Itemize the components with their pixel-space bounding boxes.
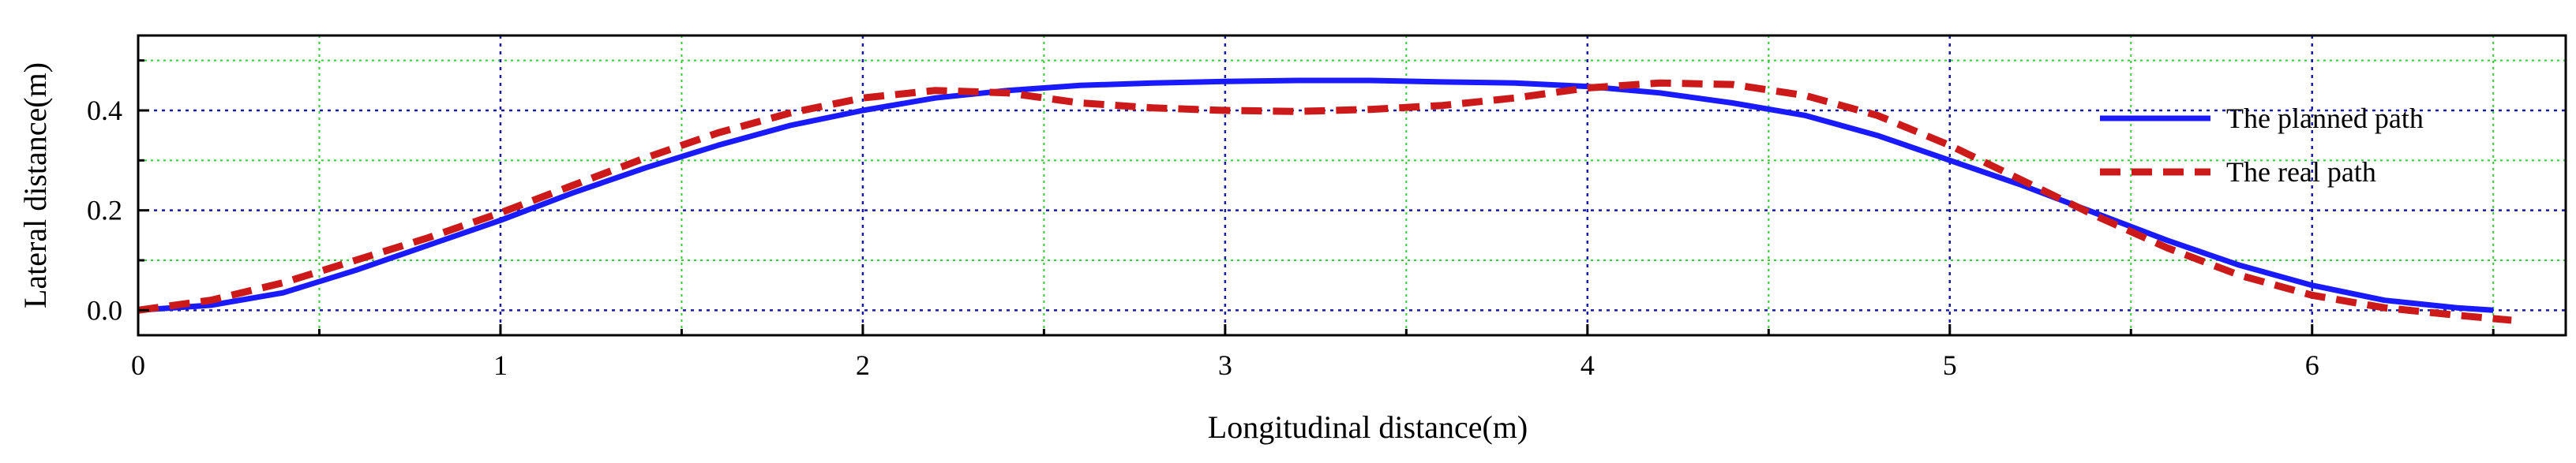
legend-label-real: The real path <box>2226 156 2376 188</box>
x-tick-label: 1 <box>493 349 508 381</box>
y-tick-label: 0.4 <box>87 95 122 126</box>
legend: The planned path The real path <box>2100 103 2424 188</box>
plot-frame <box>137 34 2567 337</box>
planned-path-line <box>137 77 2494 313</box>
x-tick-label: 4 <box>1580 349 1595 381</box>
x-tick-label: 2 <box>856 349 870 381</box>
ticks: 0 1 2 3 4 5 6 0.0 0.2 0.4 <box>87 59 2495 381</box>
y-axis-title: Lateral distance(m) <box>17 62 53 308</box>
legend-label-planned: The planned path <box>2226 103 2424 134</box>
x-tick-label: 6 <box>2305 349 2319 381</box>
x-tick-label: 5 <box>1943 349 1957 381</box>
y-tick-label: 0.0 <box>87 294 122 326</box>
real-path-line <box>137 79 2512 324</box>
x-tick-label: 3 <box>1218 349 1232 381</box>
y-tick-label: 0.2 <box>87 195 122 226</box>
series-lines <box>137 77 2512 324</box>
x-axis-title: Longitudinal distance(m) <box>1208 409 1528 445</box>
x-tick-label: 0 <box>131 349 145 381</box>
